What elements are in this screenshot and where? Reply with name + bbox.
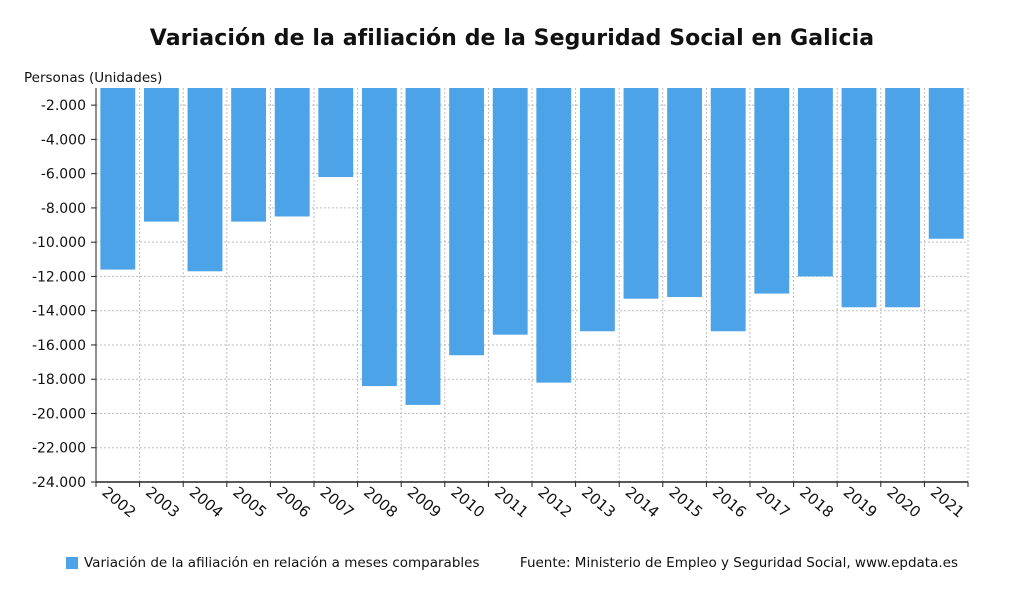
- x-tick-label: 2020: [883, 483, 924, 521]
- bar-2007: [318, 88, 354, 178]
- bar-2013: [579, 88, 615, 332]
- x-tick-label: 2010: [447, 483, 488, 521]
- legend-swatch: [66, 557, 78, 569]
- y-tick-label: -6.000: [41, 167, 86, 183]
- bar-2014: [623, 88, 659, 299]
- bar-2011: [492, 88, 528, 335]
- x-tick-label: 2007: [317, 483, 358, 521]
- x-tick-label: 2018: [796, 483, 837, 521]
- y-tick-label: -10.000: [32, 235, 86, 251]
- bar-2008: [361, 88, 397, 387]
- bar-2017: [754, 88, 790, 294]
- y-tick-label: -18.000: [32, 372, 86, 388]
- source-note: Fuente: Ministerio de Empleo y Seguridad…: [519, 555, 958, 571]
- bar-2004: [187, 88, 223, 272]
- bar-2021: [928, 88, 964, 239]
- bars: [100, 88, 964, 405]
- x-tick-label: 2019: [840, 483, 881, 521]
- bar-2019: [841, 88, 877, 308]
- x-tick-label: 2016: [709, 483, 750, 521]
- legend-label: Variación de la afiliación en relación a…: [84, 555, 480, 571]
- x-tick-label: 2004: [186, 483, 227, 521]
- chart-title: Variación de la afiliación de la Segurid…: [149, 26, 875, 51]
- y-tick-label: -2.000: [41, 98, 86, 114]
- bar-2012: [536, 88, 572, 383]
- bar-2009: [405, 88, 441, 405]
- x-tick-label: 2003: [142, 483, 183, 521]
- legend: Variación de la afiliación en relación a…: [66, 555, 479, 571]
- x-tick-label: 2015: [665, 483, 706, 521]
- y-tick-label: -14.000: [32, 304, 86, 320]
- bar-2010: [449, 88, 485, 356]
- grid-lines: [96, 88, 969, 483]
- axes: [91, 88, 969, 487]
- x-tick-label: 2021: [927, 483, 968, 521]
- x-tick-label: 2008: [360, 483, 401, 521]
- x-tick-label: 2012: [535, 483, 576, 521]
- y-axis-label: Personas (Unidades): [24, 70, 163, 86]
- bar-2005: [231, 88, 267, 222]
- y-tick-label: -12.000: [32, 269, 86, 285]
- x-tick-label: 2002: [99, 483, 140, 521]
- bar-2016: [710, 88, 746, 332]
- x-tick-label: 2014: [622, 483, 663, 521]
- y-tick-label: -24.000: [32, 475, 86, 491]
- y-tick-label: -8.000: [41, 201, 86, 217]
- bar-2006: [274, 88, 310, 217]
- bar-2003: [143, 88, 179, 222]
- y-tick-label: -20.000: [32, 406, 86, 422]
- y-tick-label: -16.000: [32, 338, 86, 354]
- x-tick-label: 2005: [229, 483, 270, 521]
- x-tick-label: 2009: [404, 483, 445, 521]
- bar-2015: [667, 88, 703, 297]
- bar-2020: [885, 88, 921, 308]
- x-tick-label: 2017: [753, 483, 794, 521]
- x-tick-label: 2006: [273, 483, 314, 521]
- x-tick-label: 2013: [578, 483, 619, 521]
- x-tick-label: 2011: [491, 483, 532, 521]
- bar-2018: [797, 88, 833, 277]
- bar-2002: [100, 88, 136, 270]
- y-tick-label: -4.000: [41, 132, 86, 148]
- y-tick-label: -22.000: [32, 441, 86, 457]
